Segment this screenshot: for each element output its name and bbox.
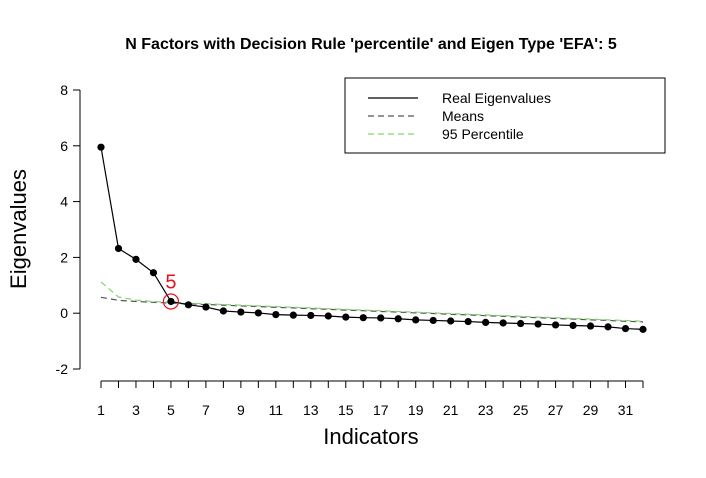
data-point — [237, 308, 245, 316]
data-point — [639, 325, 647, 333]
series-line-real-eigenvalues — [100, 147, 644, 330]
selected-factor-marker — [162, 293, 180, 310]
data-point — [184, 301, 193, 309]
legend-label: 95 Percentile — [442, 126, 524, 142]
x-tick-label: 13 — [303, 402, 319, 418]
data-point — [289, 311, 297, 319]
data-point — [482, 318, 490, 327]
y-tick-label: 8 — [60, 82, 68, 98]
data-point — [621, 324, 630, 333]
data-point — [254, 309, 262, 317]
data-point — [499, 319, 507, 327]
x-tick-label: 15 — [338, 402, 354, 418]
legend-label: Real Eigenvalues — [442, 90, 551, 106]
data-point — [97, 143, 105, 151]
data-point — [307, 311, 315, 320]
data-point — [429, 316, 437, 325]
data-point — [149, 269, 158, 277]
x-tick-label: 11 — [269, 402, 284, 418]
data-point — [114, 244, 123, 253]
x-tick-label: 21 — [443, 402, 459, 418]
x-tick-label: 31 — [618, 402, 634, 418]
data-point — [604, 323, 612, 331]
x-tick-label: 25 — [513, 402, 529, 418]
data-point — [517, 319, 525, 328]
legend-label: Means — [442, 108, 484, 124]
data-point — [202, 303, 210, 311]
data-point — [534, 320, 542, 328]
annotation-layer: 5 — [162, 271, 180, 310]
data-point — [394, 315, 402, 323]
data-point — [412, 316, 420, 324]
x-tick-label: 7 — [202, 402, 210, 418]
x-tick-label: 1 — [97, 402, 105, 418]
y-axis-title: Eigenvalues — [6, 169, 31, 289]
x-tick-label: 17 — [373, 402, 389, 418]
data-point — [219, 307, 227, 315]
series-layer — [97, 143, 647, 333]
data-point — [342, 313, 350, 321]
y-tick-label: 6 — [60, 138, 68, 154]
y-tick-label: 2 — [60, 249, 68, 265]
x-tick-label: 27 — [548, 402, 564, 418]
selected-factor-label: 5 — [165, 271, 176, 293]
chart-title: N Factors with Decision Rule 'percentile… — [125, 36, 617, 53]
y-tick-label: 4 — [60, 194, 68, 210]
data-point — [586, 322, 595, 330]
y-axis: -2 0 2 4 6 8 — [56, 82, 81, 377]
x-axis: 1 3 5 7 9 11 13 15 17 19 21 23 25 27 29 31 — [97, 380, 644, 418]
series-line-95-percentile — [100, 281, 644, 322]
data-point — [377, 314, 385, 322]
data-point — [272, 310, 280, 319]
x-tick-label: 29 — [583, 402, 599, 418]
legend: Real Eigenvalues Means 95 Percentile — [344, 77, 666, 154]
data-point — [464, 317, 472, 326]
data-point — [551, 321, 560, 329]
x-tick-label: 9 — [237, 402, 245, 418]
x-axis-title: Indicators — [323, 424, 418, 449]
x-tick-label: 23 — [478, 402, 494, 418]
y-tick-label: -2 — [56, 361, 69, 377]
x-tick-label: 3 — [132, 402, 140, 418]
data-point — [132, 255, 140, 263]
x-tick-label: 19 — [408, 402, 424, 418]
data-point — [447, 317, 455, 325]
y-tick-label: 0 — [60, 305, 68, 321]
data-point — [569, 321, 577, 330]
data-point — [359, 314, 367, 322]
data-point — [167, 297, 175, 306]
x-tick-label: 5 — [167, 402, 175, 418]
data-point — [324, 312, 332, 320]
